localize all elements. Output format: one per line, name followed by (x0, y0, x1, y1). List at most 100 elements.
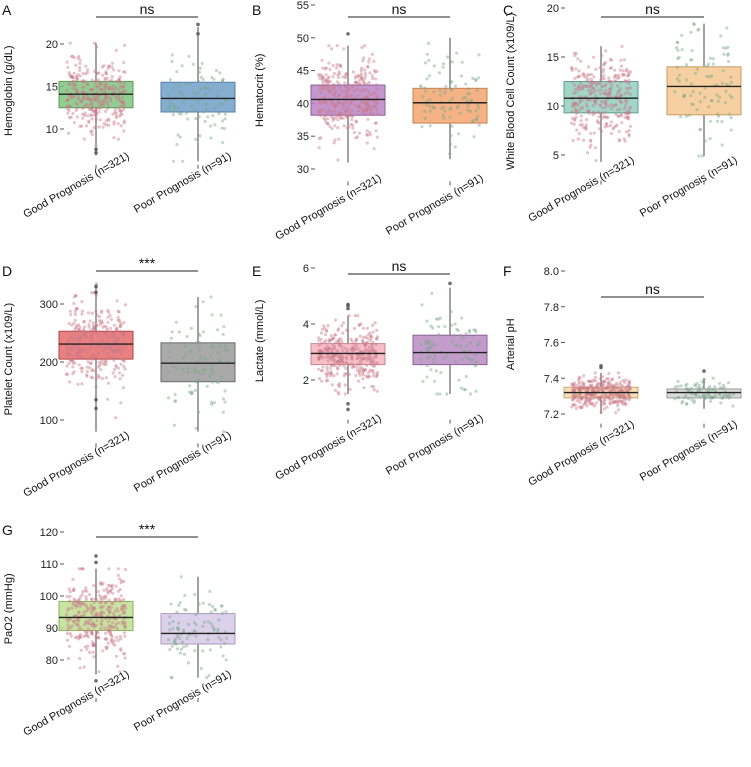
data-point (104, 72, 109, 76)
data-point (442, 105, 446, 109)
panel-label: A (2, 2, 12, 18)
data-point (603, 110, 608, 114)
data-point (210, 345, 214, 349)
data-point (190, 391, 194, 395)
data-point (691, 102, 695, 107)
data-point (602, 407, 606, 411)
data-point (68, 334, 72, 338)
data-point (355, 368, 359, 372)
data-point (344, 72, 348, 76)
data-point (362, 56, 366, 60)
box-iqr (666, 388, 742, 399)
data-point (106, 315, 110, 319)
data-point (182, 645, 186, 649)
data-point (460, 357, 464, 361)
data-point (319, 107, 323, 111)
data-point (351, 126, 355, 130)
data-point (593, 99, 598, 103)
data-point (91, 620, 95, 624)
data-point (673, 90, 677, 94)
data-point (710, 99, 714, 103)
data-point (612, 384, 617, 388)
data-point (95, 631, 99, 635)
data-point (359, 69, 363, 73)
data-point (721, 396, 725, 400)
data-point (360, 45, 364, 50)
data-point (109, 605, 113, 609)
data-point (627, 132, 631, 137)
data-point (357, 131, 362, 135)
data-point (579, 99, 583, 103)
data-point (425, 77, 429, 81)
data-point (322, 340, 327, 344)
data-point (317, 367, 321, 371)
data-point (676, 396, 680, 400)
data-point (340, 340, 344, 344)
data-point (368, 130, 372, 134)
data-point (89, 339, 93, 343)
data-point (673, 385, 678, 389)
data-point (107, 87, 111, 91)
data-point (89, 107, 93, 111)
data-point (222, 126, 226, 131)
data-point (109, 317, 114, 321)
data-point (337, 93, 341, 97)
data-point (428, 346, 432, 351)
data-point (73, 599, 77, 603)
data-point (367, 374, 371, 379)
y-tick-label: 90 (46, 623, 58, 635)
data-point (618, 95, 622, 99)
data-point (474, 328, 478, 332)
data-point (167, 106, 171, 110)
data-point (578, 395, 583, 399)
data-point (618, 86, 622, 91)
data-point (434, 369, 438, 373)
data-point (627, 129, 631, 133)
data-point (591, 403, 595, 407)
data-point (75, 91, 79, 95)
data-point (178, 601, 182, 605)
data-point (369, 362, 373, 366)
data-point (707, 105, 711, 109)
data-point (104, 82, 108, 86)
y-tick-label: 80 (46, 655, 58, 667)
data-point (625, 397, 629, 401)
data-point (368, 358, 372, 362)
data-point (112, 323, 117, 327)
data-point (619, 400, 623, 404)
data-point (119, 90, 123, 95)
data-point (72, 121, 76, 125)
data-point (318, 355, 323, 359)
data-point (323, 100, 327, 104)
data-point (581, 383, 585, 387)
data-point (65, 351, 69, 355)
data-point (365, 141, 369, 145)
data-point (581, 386, 585, 390)
data-point (617, 395, 621, 399)
data-point (581, 125, 585, 130)
box-group-good: Good Prognosis (n=321) (526, 44, 639, 225)
data-point (67, 321, 71, 326)
data-point (197, 70, 201, 74)
data-point (698, 91, 702, 95)
data-point (84, 620, 88, 624)
data-point (353, 76, 357, 80)
data-point (122, 60, 126, 65)
data-point (340, 357, 344, 361)
data-point (612, 75, 617, 79)
data-point (96, 350, 100, 355)
data-point (471, 119, 475, 123)
data-point (333, 138, 337, 142)
data-point (340, 349, 345, 353)
data-point (71, 95, 75, 99)
data-point (368, 338, 372, 342)
data-point (83, 80, 87, 84)
data-point (443, 91, 447, 95)
data-point (449, 323, 453, 327)
data-point (168, 647, 172, 652)
data-point (449, 106, 453, 110)
data-point (338, 63, 342, 67)
data-point (338, 342, 342, 347)
data-point (617, 76, 621, 80)
data-point (690, 49, 694, 53)
